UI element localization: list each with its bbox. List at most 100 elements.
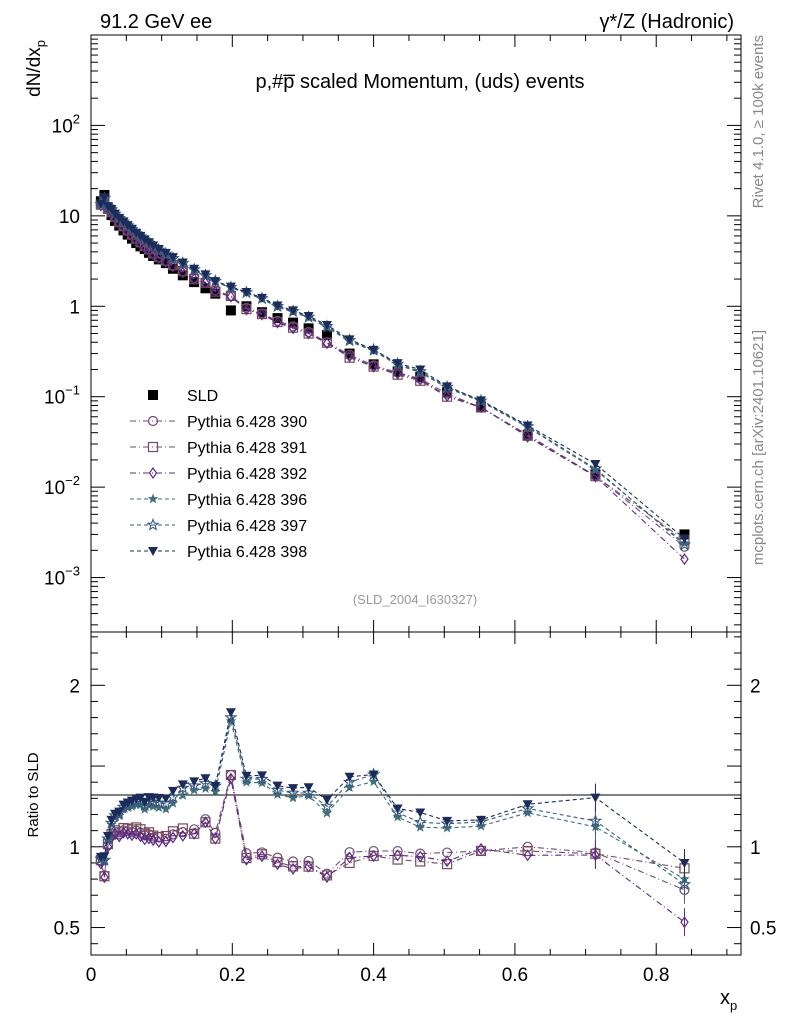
ratio-point-pythia-6-428-396 (139, 803, 150, 814)
legend-marker-pythia-6-428-396 (147, 493, 159, 504)
ratio-point-pythia-6-428-397 (588, 813, 603, 827)
ratio-point-pythia-6-428-391 (321, 870, 333, 881)
point-pythia-6-428-398 (189, 264, 200, 274)
point-sld (210, 288, 221, 299)
legend-marker-pythia-6-428-390 (147, 415, 159, 427)
ratio-point-pythia-6-428-397 (255, 772, 269, 785)
point-sld (679, 529, 690, 540)
point-pythia-6-428-392 (322, 337, 332, 350)
point-pythia-6-428-398 (139, 235, 150, 245)
ratio-point-pythia-6-428-398 (256, 771, 267, 781)
ratio-point-pythia-6-428-398 (368, 770, 379, 780)
ratio-point-pythia-6-428-396 (441, 822, 453, 833)
ratio-panel-frame (90, 631, 742, 956)
ratio-point-pythia-6-428-398 (679, 858, 690, 868)
point-pythia-6-428-398 (415, 365, 426, 375)
ratio-point-pythia-6-428-392 (442, 855, 452, 868)
point-pythia-6-428-392 (288, 322, 298, 335)
ratio-point-pythia-6-428-392 (201, 816, 210, 829)
ratio-point-pythia-6-428-397 (239, 771, 254, 785)
ratio-point-pythia-6-428-398 (167, 786, 178, 796)
point-pythia-6-428-392 (226, 290, 236, 303)
ratio-point-pythia-6-428-398 (392, 804, 403, 814)
ratio-point-pythia-6-428-391 (167, 826, 179, 837)
point-pythia-6-428-398 (392, 359, 403, 369)
point-pythia-6-428-398 (160, 248, 171, 258)
chart-title: p,#p̅ scaled Momentum, (uds) events (255, 71, 584, 93)
main-panel-data (94, 190, 692, 566)
ratio-point-pythia-6-428-397 (104, 815, 119, 829)
ratio-line-pythia-6-428-398 (100, 712, 685, 864)
point-pythia-6-428-392 (523, 430, 532, 443)
point-pythia-6-428-392 (416, 373, 425, 386)
legend: SLD Pythia 6.428 390 Pythia 6.428 391 Pythi… (130, 388, 307, 561)
x-tick-label: 0.8 (643, 965, 669, 986)
ratio-point-pythia-6-428-396 (153, 802, 165, 813)
legend-label-pythia-6-428-397: Pythia 6.428 397 (187, 518, 307, 535)
ratio-panel-data (94, 708, 692, 937)
legend-label-pythia-6-428-392: Pythia 6.428 392 (187, 466, 307, 483)
ratio-point-pythia-6-428-398 (139, 797, 150, 807)
x-tick-label: 0.6 (502, 965, 528, 986)
side-label-mcplots: mcplots.cern.ch [arXiv:2401.10621] (750, 330, 767, 565)
ratio-point-pythia-6-428-396 (256, 777, 268, 788)
ratio-point-pythia-6-428-392 (523, 849, 532, 862)
ratio-point-pythia-6-428-398 (153, 793, 164, 803)
point-pythia-6-428-398 (200, 270, 211, 280)
ratio-tick-label-right: 2 (750, 676, 761, 697)
y-tick-label: 1 (69, 297, 80, 318)
y-tick-label: 10−2 (44, 473, 80, 499)
point-pythia-6-428-392 (242, 303, 251, 316)
ratio-point-pythia-6-428-398 (225, 708, 236, 718)
ratio-point-pythia-6-428-397 (224, 710, 238, 724)
ratio-point-pythia-6-428-392 (154, 835, 164, 848)
ratio-point-pythia-6-428-391 (287, 861, 299, 872)
ratio-point-pythia-6-428-396 (177, 789, 189, 800)
ratio-point-pythia-6-428-398 (241, 771, 252, 781)
ratio-line-pythia-6-428-390 (100, 774, 685, 891)
point-pythia-6-428-392 (591, 470, 600, 483)
ratio-point-pythia-6-428-397 (413, 815, 428, 829)
ratio-line-pythia-6-428-392 (100, 778, 685, 923)
ratio-point-pythia-6-428-391 (241, 852, 252, 864)
ratio-tick-label-left: 1 (69, 838, 80, 859)
point-pythia-6-428-392 (304, 327, 313, 340)
point-pythia-6-428-398 (321, 321, 332, 331)
ratio-point-pythia-6-428-396 (147, 800, 159, 811)
point-pythia-6-428-392 (154, 252, 164, 265)
ratio-point-pythia-6-428-398 (321, 795, 332, 805)
ratio-point-pythia-6-428-398 (102, 832, 113, 842)
ratio-point-pythia-6-428-390 (303, 855, 314, 867)
ratio-point-pythia-6-428-392 (476, 842, 486, 855)
ratio-point-pythia-6-428-391 (148, 830, 159, 841)
ratio-point-pythia-6-428-397 (152, 795, 166, 809)
ratio-point-pythia-6-428-391 (475, 845, 487, 857)
side-label-rivet: Rivet 4.1.0, ≥ 100k events (750, 35, 767, 208)
point-pythia-6-428-398 (476, 396, 486, 406)
ratio-point-pythia-6-428-397 (677, 877, 692, 891)
ratio-point-pythia-6-428-398 (476, 815, 486, 825)
ratio-point-pythia-6-428-390 (344, 847, 355, 858)
ratio-point-pythia-6-428-392 (136, 830, 145, 843)
point-pythia-6-428-398 (368, 345, 379, 355)
point-pythia-6-428-392 (369, 360, 378, 373)
ratio-point-pythia-6-428-396 (321, 807, 333, 818)
point-pythia-6-428-392 (345, 350, 354, 363)
legend-marker-pythia-6-428-398 (148, 547, 158, 556)
point-pythia-6-428-398 (95, 199, 106, 209)
ratio-point-pythia-6-428-398 (272, 781, 283, 791)
legend-label-pythia-6-428-396: Pythia 6.428 396 (187, 492, 307, 509)
ratio-point-pythia-6-428-391 (177, 823, 188, 834)
ratio-point-pythia-6-428-392 (226, 772, 236, 785)
ratio-point-pythia-6-428-391 (522, 845, 533, 857)
ratio-point-pythia-6-428-390 (210, 827, 221, 838)
point-pythia-6-428-392 (211, 285, 220, 298)
point-pythia-6-428-397 (677, 537, 692, 551)
ratio-point-pythia-6-428-397 (187, 778, 201, 792)
ratio-point-pythia-6-428-392 (273, 858, 282, 871)
legend-label-pythia-6-428-398: Pythia 6.428 398 (187, 544, 307, 561)
ratio-point-pythia-6-428-398 (114, 807, 125, 817)
point-sld (321, 330, 332, 341)
ratio-point-pythia-6-428-392 (393, 849, 402, 862)
x-tick-label: 0 (86, 965, 97, 986)
